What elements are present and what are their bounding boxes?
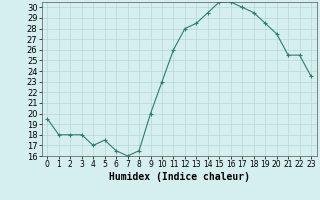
X-axis label: Humidex (Indice chaleur): Humidex (Indice chaleur) — [109, 172, 250, 182]
